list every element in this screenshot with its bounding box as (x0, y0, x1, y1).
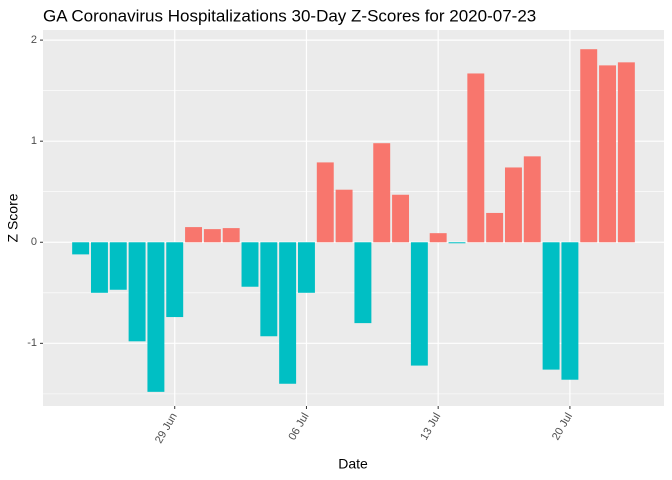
bar (166, 242, 184, 318)
bar (599, 65, 617, 243)
bar (504, 167, 522, 243)
x-tick-label: 29 Jun (153, 411, 180, 446)
bar (316, 162, 334, 243)
bar (109, 242, 127, 290)
y-tick-label: 1 (31, 135, 37, 147)
bar (410, 242, 428, 366)
bar (128, 242, 146, 342)
bar (448, 242, 466, 244)
bar (90, 242, 108, 293)
y-tick-label: -1 (27, 337, 37, 349)
bar (241, 242, 259, 287)
bar (335, 189, 353, 243)
bar (580, 49, 598, 243)
bar (185, 227, 203, 243)
bar (354, 242, 372, 324)
bar (486, 212, 504, 243)
bar (279, 242, 297, 384)
bar (222, 228, 240, 243)
bar (147, 242, 165, 392)
bar (617, 62, 635, 243)
chart-title: GA Coronavirus Hospitalizations 30-Day Z… (43, 6, 536, 25)
bar (523, 156, 541, 243)
bar (392, 194, 410, 243)
bar (297, 242, 315, 293)
bar (260, 242, 278, 337)
bar (72, 242, 90, 255)
bar (467, 73, 485, 243)
x-tick-label: 20 Jul (550, 411, 575, 442)
x-axis-title: Date (338, 456, 368, 472)
bar (542, 242, 560, 370)
x-tick-label: 13 Jul (418, 411, 443, 442)
y-tick-label: 0 (31, 236, 37, 248)
bar (429, 233, 447, 243)
y-tick-label: 2 (31, 34, 37, 46)
bar (203, 229, 221, 243)
x-tick-label: 06 Jul (286, 411, 311, 442)
y-axis-title: Z Score (5, 193, 21, 242)
bar (373, 143, 391, 243)
bar (561, 242, 579, 380)
